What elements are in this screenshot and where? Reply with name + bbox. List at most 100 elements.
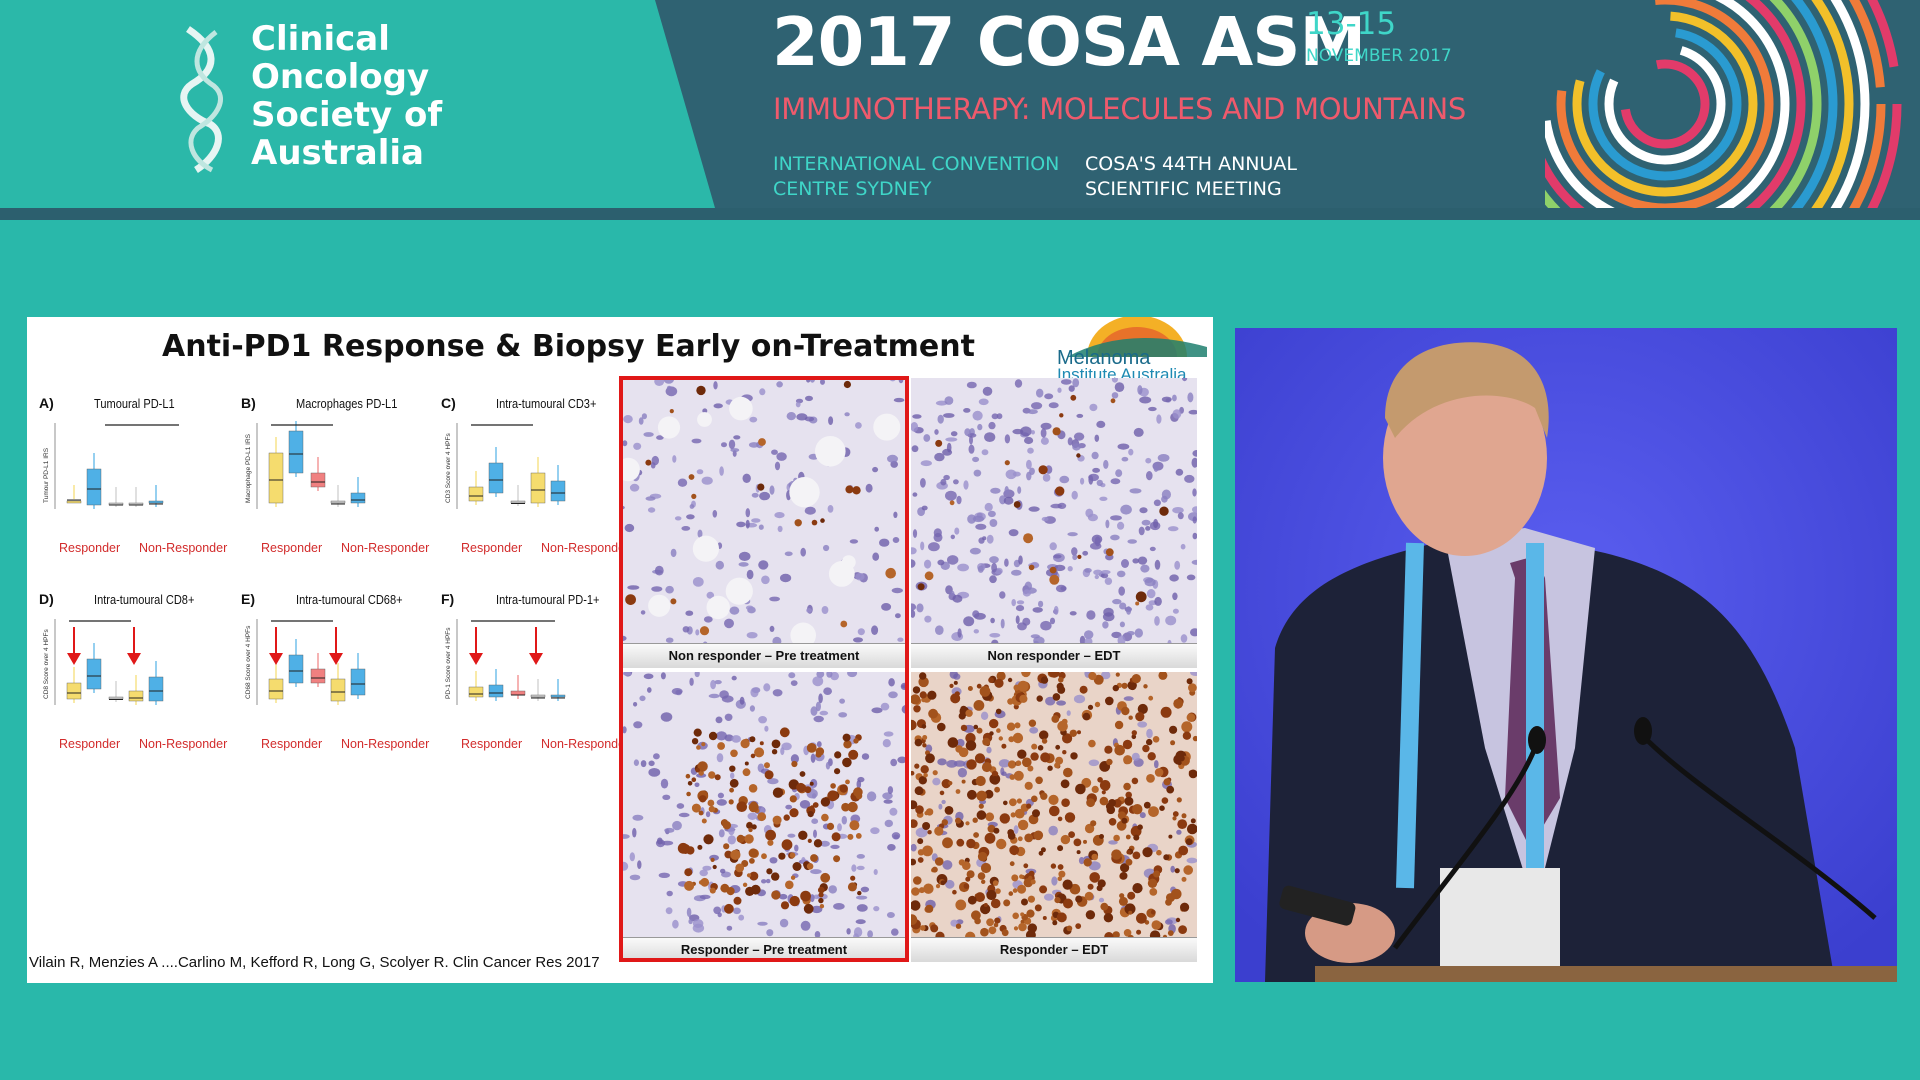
nucleus [799, 800, 811, 809]
nucleus [999, 591, 1006, 599]
nucleus [943, 474, 950, 481]
nucleus [772, 636, 782, 644]
stained-cell [1176, 797, 1182, 803]
nucleus [944, 396, 954, 405]
nucleus [1146, 728, 1153, 739]
stained-cell [789, 795, 797, 803]
nucleus [865, 483, 873, 493]
stained-cell [1097, 879, 1106, 888]
boxplot-chart: CD3 Score over 4 HPFs [445, 423, 566, 509]
nucleus [1100, 570, 1111, 575]
nucleus [1116, 570, 1126, 578]
nucleus [1014, 379, 1023, 388]
stained-cell [1172, 811, 1179, 817]
nucleus [1149, 546, 1156, 552]
nucleus [855, 572, 865, 581]
stained-cell [686, 791, 691, 797]
banner-divider [0, 208, 1920, 220]
stained-cell [1112, 684, 1119, 692]
nucleus [665, 907, 673, 915]
stained-cell [1052, 427, 1061, 436]
nucleus [1084, 630, 1094, 639]
stained-cell [1048, 794, 1059, 805]
nucleus [1004, 558, 1009, 567]
stained-cell [1135, 712, 1145, 722]
group-label-responder: Responder [261, 737, 323, 751]
stained-cell [922, 735, 928, 740]
stained-cell [1110, 398, 1116, 404]
nucleus [706, 591, 715, 599]
tissue-image [911, 378, 1197, 644]
stained-cell [729, 765, 736, 772]
nucleus [1114, 382, 1125, 392]
box [510, 500, 526, 504]
stained-cell [804, 786, 812, 794]
nucleus [1157, 454, 1170, 462]
nucleus [855, 919, 866, 925]
nucleus [990, 617, 995, 624]
nucleus [730, 772, 735, 779]
nucleus [1072, 378, 1080, 388]
nucleus [780, 573, 792, 583]
nucleus [810, 869, 822, 875]
nucleus [1040, 437, 1049, 445]
stained-cell [746, 822, 753, 829]
stained-cell [742, 768, 751, 777]
nucleus [825, 761, 831, 770]
stained-cell [1136, 912, 1147, 924]
nucleus [823, 687, 832, 695]
nucleus [856, 904, 868, 912]
nucleus [1031, 430, 1035, 435]
nucleus [991, 639, 999, 644]
nucleus [1032, 607, 1043, 613]
nucleus [1042, 473, 1051, 482]
stained-cell [935, 884, 941, 889]
stained-cell [1014, 722, 1021, 729]
nucleus [1067, 566, 1073, 572]
nucleus [814, 931, 821, 938]
nucleus [1144, 578, 1156, 587]
nucleus [991, 413, 999, 420]
nucleus [996, 413, 1003, 420]
nucleus [1012, 471, 1021, 477]
stained-cell [973, 700, 985, 711]
stained-cell [917, 857, 924, 863]
stained-cell [847, 882, 857, 892]
nucleus [764, 725, 769, 732]
stained-cell [1031, 743, 1038, 750]
nucleus [950, 534, 955, 540]
stained-cell [845, 485, 854, 494]
stained-cell [1057, 845, 1064, 852]
nucleus [1060, 379, 1072, 385]
stained-cell [1013, 770, 1024, 781]
stained-cell [911, 819, 918, 828]
stained-cell [1084, 891, 1094, 901]
nucleus [969, 547, 981, 555]
panel-title: Macrophages PD-L1 [296, 396, 398, 411]
event-dates: 13-15 [1306, 6, 1397, 42]
nucleus [897, 637, 904, 642]
nucleus [701, 476, 713, 485]
stained-cell [988, 926, 997, 935]
nucleus [911, 422, 919, 432]
nucleus [957, 767, 967, 778]
nucleus [933, 528, 942, 538]
stained-cell [1047, 765, 1053, 771]
stained-cell [1124, 796, 1134, 806]
nucleus [963, 480, 969, 490]
nucleus [733, 435, 741, 440]
stained-cell [790, 875, 796, 880]
stained-cell [934, 857, 944, 866]
box [330, 500, 346, 504]
nucleus [1080, 477, 1085, 485]
nucleus [765, 878, 771, 884]
nucleus [810, 894, 815, 903]
nucleus [882, 792, 893, 800]
nucleus [774, 512, 785, 519]
stained-cell [1061, 718, 1068, 725]
nucleus [887, 786, 894, 795]
nucleus [1048, 825, 1058, 836]
nucleus [964, 428, 971, 436]
nucleus [747, 812, 758, 820]
nucleus [956, 495, 962, 505]
